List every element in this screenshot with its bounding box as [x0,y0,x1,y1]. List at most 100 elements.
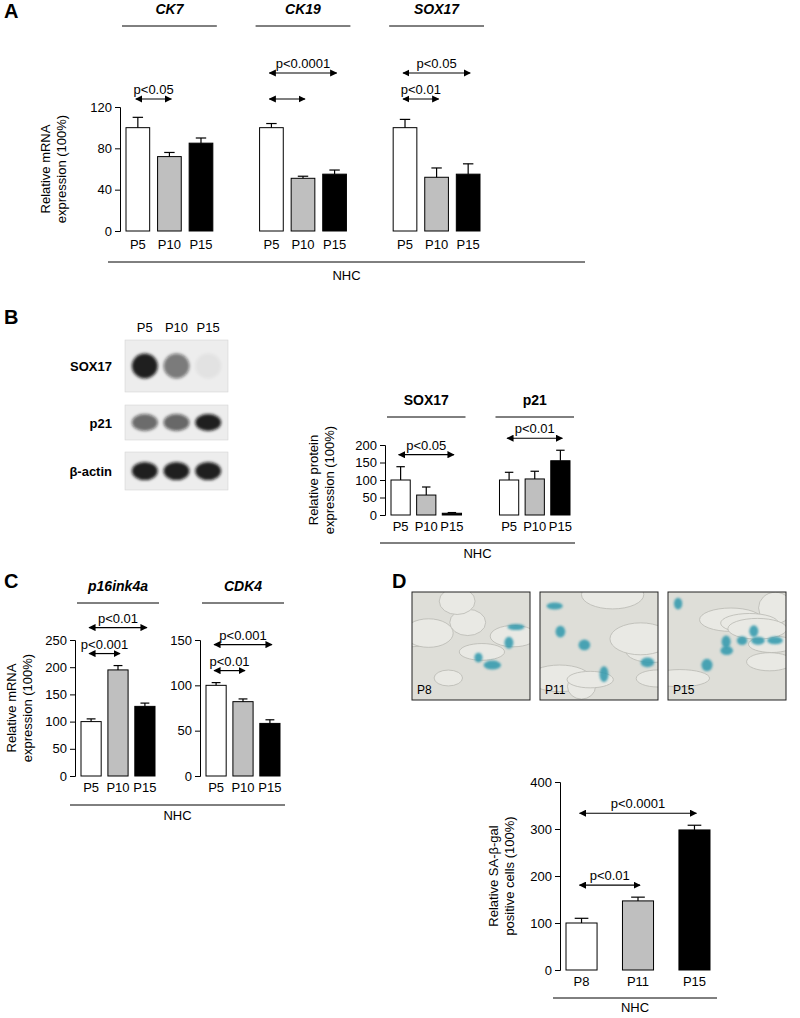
tick: 250 [45,633,75,648]
significance-arrow [580,813,697,814]
y-axis-title: expression (100%) [54,115,69,223]
x-axis-title: NHC [463,546,491,561]
tick-label: 120 [90,100,112,115]
panel: D0100200300400Relative SA-β-galpositive … [392,570,795,1015]
significance-arrow [89,627,147,628]
bar [425,177,449,231]
x-tick-label: P10 [425,237,448,252]
tick-mark [380,463,385,464]
tick: 300 [530,822,560,837]
tick-mark [555,923,560,924]
x-tick-label: P10 [158,237,181,252]
micrograph-frame [412,592,530,700]
blot-band [164,462,190,480]
group-label: CDK4 [224,578,262,594]
group-line [122,26,217,27]
y-axis: 0100200300400 [530,775,560,978]
x-tick-label: P5 [130,237,146,252]
blot-band [195,462,221,480]
tick: 200 [45,660,75,675]
error-bar [329,170,339,174]
group-line [256,26,351,27]
error-bar [298,176,308,178]
error-bar-cap [505,472,513,473]
axis-line [115,108,121,232]
x-tick-label: P15 [323,237,346,252]
cell-outline [728,618,786,639]
x-tick-label: P11 [627,974,649,989]
tick-label: 300 [530,822,552,837]
tick-label: 100 [355,473,377,488]
tick: 40 [98,182,120,197]
lane-label: P10 [165,320,188,335]
tick-mark [380,498,385,499]
group-baseline [553,998,717,999]
stained-cell [599,666,608,682]
tick-mark [70,776,75,777]
error-bar-stem [534,471,535,479]
error-bar-cap [212,682,221,683]
micrograph: P15 [650,592,795,700]
tick: 80 [98,141,120,156]
group-line [387,417,466,418]
error-bar-cap [239,698,248,699]
tick-mark [70,722,75,723]
tick: 150 [170,633,200,648]
error-bar [196,138,206,143]
error-bar [396,467,404,480]
tick: 50 [53,741,75,756]
y-axis-title: expression (100%) [20,654,35,762]
tick-mark [195,685,200,686]
y-axis: 050100150 [170,633,200,784]
tick-label: 0 [545,963,552,978]
error-bar [87,719,96,722]
tick: 50 [363,490,385,505]
blot-strip [125,340,228,392]
significance-arrow [269,72,336,73]
x-tick-label: P5 [393,519,409,534]
x-tick-label: P8 [574,974,590,989]
error-bar-stem [400,467,401,480]
panel-label: A [4,0,18,22]
tick-label: 40 [98,182,112,197]
blot-band [132,414,158,431]
significance-arrow [403,98,439,99]
error-bar-cap [133,117,143,118]
plot-area [126,117,480,231]
cell-outline [636,670,658,687]
error-bar-stem [468,164,469,174]
tick-label: 0 [60,769,67,784]
error-bar [133,117,143,127]
error-bar-cap [87,718,96,719]
panel-label: D [392,570,406,592]
x-tick-label: P15 [258,780,281,795]
error-bar-stem [117,666,118,670]
stained-cell [484,661,501,670]
error-bar [400,119,410,127]
blot-band [164,354,190,379]
micrograph: P8 [392,588,536,700]
x-tick-label: P5 [397,237,413,252]
row-label: β-actin [69,464,112,479]
error-bar [422,487,430,495]
tick-label: 150 [170,633,192,648]
group-label: p21 [523,392,547,408]
significance-label: p<0.001 [81,637,128,652]
group-label: SOX17 [404,392,449,408]
error-bar [164,152,174,156]
stained-cell [674,598,682,610]
bar [126,128,150,231]
x-tick-label: P15 [457,237,480,252]
stained-cell [767,637,783,645]
error-bar [631,897,645,901]
x-tick-label: P10 [106,780,129,795]
tick-label: 150 [355,455,377,470]
tick-mark [195,640,200,641]
x-tick-label: P10 [231,780,254,795]
x-tick-label: P15 [683,974,706,989]
y-axis: 050100150200250 [45,633,75,784]
bar [417,495,436,515]
plot-area [566,825,710,970]
tick-mark [195,776,200,777]
tick-mark [555,970,560,971]
